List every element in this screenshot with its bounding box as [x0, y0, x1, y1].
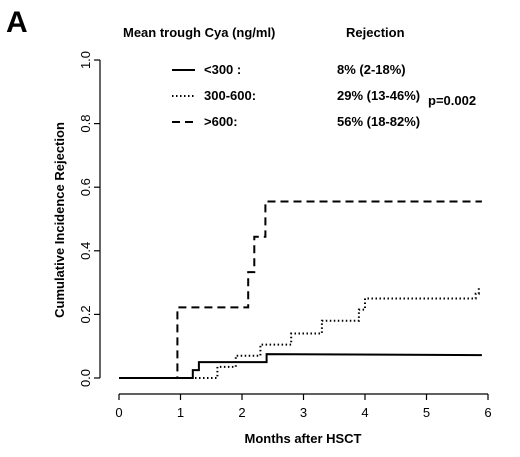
panel-label: A: [6, 6, 28, 39]
legend-header-rejection: Rejection: [346, 25, 405, 40]
y-tick-label: 0.4: [78, 242, 93, 260]
series-line-1: [119, 287, 480, 379]
series-line-0: [119, 353, 482, 379]
y-tick-label: 0.2: [78, 305, 93, 323]
y-ticks: 0.0 0.2 0.4 0.6 0.8 1.0: [78, 51, 100, 387]
p-value: p=0.002: [428, 93, 476, 108]
x-axis-label: Months after HSCT: [245, 431, 362, 446]
y-tick-label: 0.8: [78, 115, 93, 133]
legend-rejection-2: 56% (18-82%): [337, 114, 420, 129]
legend: <300 : 8% (2-18%) 300-600: 29% (13-46%) >600…: [172, 62, 420, 129]
x-tick-label: 2: [238, 405, 245, 420]
x-tick-label: 3: [300, 405, 307, 420]
legend-label-1: 300-600:: [204, 88, 256, 103]
x-tick-label: 6: [484, 405, 491, 420]
legend-label-0: <300 :: [204, 62, 241, 77]
x-ticks: 0 1 2 3 4 5 6: [115, 394, 492, 420]
y-tick-label: 0.6: [78, 178, 93, 196]
legend-label-2: >600:: [204, 114, 238, 129]
axes: 0 1 2 3 4 5 6 0.0 0.2 0.4 0.6 0.8 1.0: [78, 51, 492, 420]
y-axis-label: Cumulative Incidence Rejection: [52, 122, 67, 318]
y-tick-label: 1.0: [78, 51, 93, 69]
legend-rejection-1: 29% (13-46%): [337, 88, 420, 103]
x-tick-label: 5: [423, 405, 430, 420]
series-layer: [119, 200, 482, 379]
series-line-2: [119, 200, 482, 379]
x-tick-label: 4: [361, 405, 368, 420]
legend-rejection-0: 8% (2-18%): [337, 62, 406, 77]
x-tick-label: 1: [177, 405, 184, 420]
y-tick-label: 0.0: [78, 369, 93, 387]
x-tick-label: 0: [115, 405, 122, 420]
legend-header-cya: Mean trough Cya (ng/ml): [123, 25, 275, 40]
